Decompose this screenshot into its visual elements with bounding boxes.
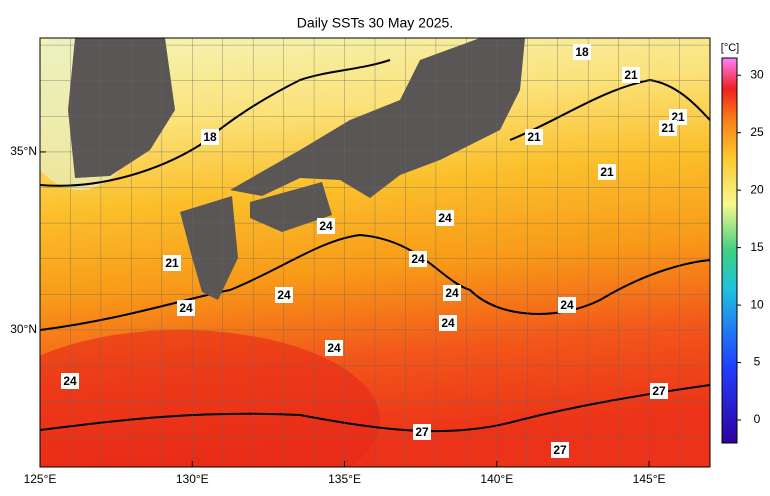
contour-label-box <box>317 218 335 234</box>
lat-tick-label: 30°N <box>10 322 37 336</box>
colorbar-tick-label: 15 <box>750 240 764 254</box>
contour-label: 24 <box>277 288 291 302</box>
contour-label: 24 <box>411 252 425 266</box>
colorbar-tick-label: 5 <box>754 355 761 369</box>
contour-label: 27 <box>415 425 429 439</box>
land-kyushu <box>180 196 238 300</box>
contour-label: 27 <box>553 443 567 457</box>
grid <box>40 38 710 467</box>
lon-tick-label: 125°E <box>24 472 57 486</box>
colorbar-tick-label: 0 <box>754 412 761 426</box>
contour-label: 21 <box>661 121 675 135</box>
contour-label: 27 <box>652 384 666 398</box>
lon-tick-label: 145°E <box>633 472 666 486</box>
contour-label: 24 <box>319 219 333 233</box>
colorbar-tick-label: 10 <box>750 297 764 311</box>
contour-label: 24 <box>63 374 77 388</box>
lon-tick-label: 135°E <box>328 472 361 486</box>
contour-label-box <box>439 315 457 331</box>
contour-label: 18 <box>203 130 217 144</box>
colorbar-tick-label: 25 <box>750 125 764 139</box>
contour-label-box <box>436 210 454 226</box>
colorbar <box>721 57 738 444</box>
contour-label-box <box>325 340 343 356</box>
contour-label-box <box>409 251 427 267</box>
contour-label-box <box>622 67 640 83</box>
contour-label-box <box>177 300 195 316</box>
contour-label: 24 <box>438 211 452 225</box>
contour-label-box <box>650 383 668 399</box>
contour-label-box <box>558 297 576 313</box>
contour-label-box <box>275 287 293 303</box>
contour-label: 21 <box>600 165 614 179</box>
map-frame <box>39 37 711 468</box>
colorbar-tick-label: 20 <box>750 182 764 196</box>
contour-18 <box>40 59 391 187</box>
lon-tick-label: 130°E <box>176 472 209 486</box>
contour-label-box <box>573 44 591 60</box>
land-honshu <box>230 38 525 198</box>
contour-label-box <box>551 442 569 458</box>
contour-label: 24 <box>445 286 459 300</box>
land-korea <box>40 38 175 178</box>
contour-label: 18 <box>575 45 589 59</box>
contour-label-box <box>413 424 431 440</box>
contour-label-box <box>525 129 543 145</box>
lon-tick-label: 140°E <box>480 472 513 486</box>
contour-label: 21 <box>527 130 541 144</box>
contour-27 <box>40 384 710 433</box>
contour-label-box <box>659 120 677 136</box>
contour-label-box <box>163 255 181 271</box>
contour-label-box <box>61 373 79 389</box>
land-shikoku <box>250 182 332 232</box>
colorbar-unit: [°C] <box>721 42 739 54</box>
colorbar-tick-label: 30 <box>750 67 764 81</box>
contour-label: 24 <box>179 301 193 315</box>
contour-label-box <box>201 129 219 145</box>
contour-label-box <box>598 164 616 180</box>
lat-tick-label: 35°N <box>10 144 37 158</box>
contour-label: 21 <box>165 256 179 270</box>
contour-label: 21 <box>624 68 638 82</box>
contour-label: 24 <box>560 298 574 312</box>
contour-label: 24 <box>327 341 341 355</box>
contour-label-box <box>443 285 461 301</box>
warm-region <box>40 330 380 467</box>
contour-label: 24 <box>441 316 455 330</box>
map-title: Daily SSTs 30 May 2025. <box>297 15 453 31</box>
